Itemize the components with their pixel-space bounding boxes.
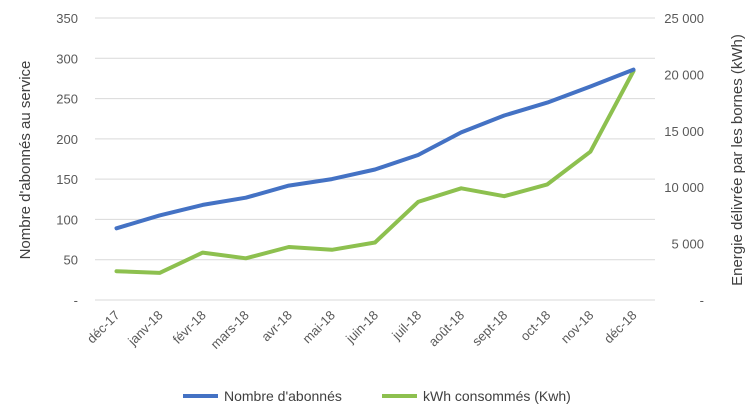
left-axis-title: Nombre d'abonnés au service xyxy=(17,61,34,260)
left-tick-label: 50 xyxy=(64,253,78,268)
right-tick-label: 15 000 xyxy=(664,124,704,139)
left-tick-label: 200 xyxy=(56,132,78,147)
x-tick-label: sept-18 xyxy=(469,308,510,349)
legend-label-abonnes: Nombre d'abonnés xyxy=(224,388,342,404)
x-tick-label: avr-18 xyxy=(258,308,295,345)
right-axis-title: Energie délivrée par les bornes (kWh) xyxy=(729,34,746,286)
x-tick-label: août-18 xyxy=(425,308,467,350)
right-tick-label: - xyxy=(700,293,704,308)
legend-label-kwh: kWh consommés (Kwh) xyxy=(423,388,571,404)
right-axis-ticks: - 5 000 10 000 15 000 20 000 25 000 xyxy=(664,11,704,308)
left-tick-label: 100 xyxy=(56,212,78,227)
x-tick-label: janv-18 xyxy=(124,308,165,349)
x-tick-label: mars-18 xyxy=(208,308,252,352)
x-tick-label: oct-18 xyxy=(517,308,553,344)
right-tick-label: 5 000 xyxy=(671,237,704,252)
x-tick-label: nov-18 xyxy=(558,308,597,347)
x-tick-label: déc-18 xyxy=(601,308,640,347)
x-tick-label: déc-17 xyxy=(84,308,123,347)
series-lines xyxy=(114,67,636,275)
right-tick-label: 25 000 xyxy=(664,11,704,26)
x-tick-label: juil-18 xyxy=(388,308,424,344)
right-tick-label: 10 000 xyxy=(664,180,704,195)
series-line-abonnes xyxy=(114,67,636,231)
left-tick-label: - xyxy=(74,293,78,308)
left-tick-label: 300 xyxy=(56,51,78,66)
x-tick-label: juin-18 xyxy=(342,308,381,347)
series-line-kwh xyxy=(114,69,636,275)
left-tick-label: 250 xyxy=(56,92,78,107)
gridlines xyxy=(95,17,655,301)
legend: Nombre d'abonnés kWh consommés (Kwh) xyxy=(183,388,571,404)
left-tick-label: 350 xyxy=(56,11,78,26)
right-tick-label: 20 000 xyxy=(664,67,704,82)
left-tick-label: 150 xyxy=(56,172,78,187)
x-tick-label: févr-18 xyxy=(170,308,209,347)
left-axis-ticks: - 50 100 150 200 250 300 350 xyxy=(56,11,78,308)
x-tick-label: mai-18 xyxy=(299,308,338,347)
